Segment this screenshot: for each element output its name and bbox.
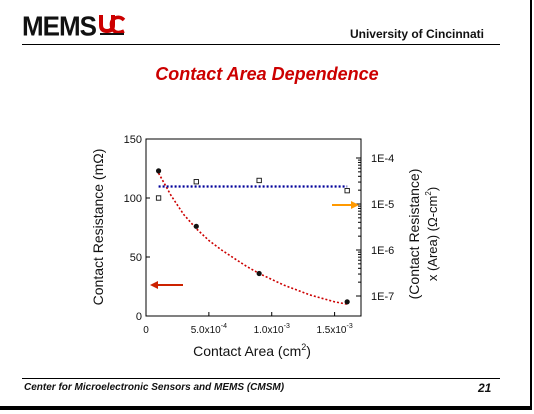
footer-rule (22, 378, 500, 379)
x-tick-label: 1.5x10-3 (316, 323, 352, 336)
university-name: University of Cincinnati (349, 27, 484, 41)
x-axis-label: Contact Area (cm2) (193, 342, 311, 359)
y-axis-label: Contact Resistance (mΩ) (90, 149, 106, 306)
normalized-data-point (193, 179, 199, 185)
logo-text: MEMS (22, 10, 97, 42)
x-tick-label: 1.0x10-3 (254, 323, 290, 336)
y2-tick-label: 1E-4 (371, 153, 394, 165)
y2-axis-label-line2: x (Area) (Ω-cm2) (424, 187, 440, 281)
page-number: 21 (478, 381, 492, 395)
resistance-fit-curve (157, 172, 348, 305)
y2-tick-label: 1E-5 (371, 199, 394, 211)
left-arrow-head (150, 281, 158, 289)
header-rule (22, 44, 500, 45)
mems-logo: MEMS (22, 10, 126, 42)
x-tick-label: 5.0x10-4 (191, 323, 227, 336)
fit-lines (157, 172, 348, 305)
left-axis-arrow (150, 281, 183, 289)
slide-title: Contact Area Dependence (155, 64, 379, 84)
right-axis-arrow (332, 201, 359, 209)
footer-text: Center for Microelectronic Sensors and M… (24, 382, 285, 393)
y-tick-label: 0 (136, 311, 142, 323)
resistance-data-point (193, 223, 199, 229)
normalized-data-point (256, 177, 262, 184)
right-arrow-head (351, 201, 359, 209)
y-tick-label: 100 (124, 193, 142, 205)
y2-tick-label: 1E-7 (371, 291, 394, 303)
y2-tick-label: 1E-6 (371, 245, 394, 257)
normalized-data-point (155, 195, 162, 201)
y-tick-label: 150 (124, 134, 142, 146)
data-markers (155, 168, 350, 305)
resistance-data-point (155, 168, 162, 174)
y2-axis-ticks: 1E-4 1E-5 1E-6 1E-7 (356, 153, 394, 303)
resistance-data-point (256, 270, 262, 277)
y-axis-ticks: 0 50 100 150 (124, 134, 150, 323)
x-tick-label: 0 (143, 325, 149, 336)
plot-frame (145, 138, 362, 317)
university-logo-icon (99, 15, 126, 35)
x-axis-ticks: 0 5.0x10-4 1.0x10-3 1.5x10-3 (143, 312, 353, 336)
y2-axis-label-line1: (Contact Resistance) (406, 169, 422, 300)
resistance-data-point (344, 299, 350, 305)
normalized-data-point (344, 188, 350, 194)
y-tick-label: 50 (130, 252, 142, 264)
